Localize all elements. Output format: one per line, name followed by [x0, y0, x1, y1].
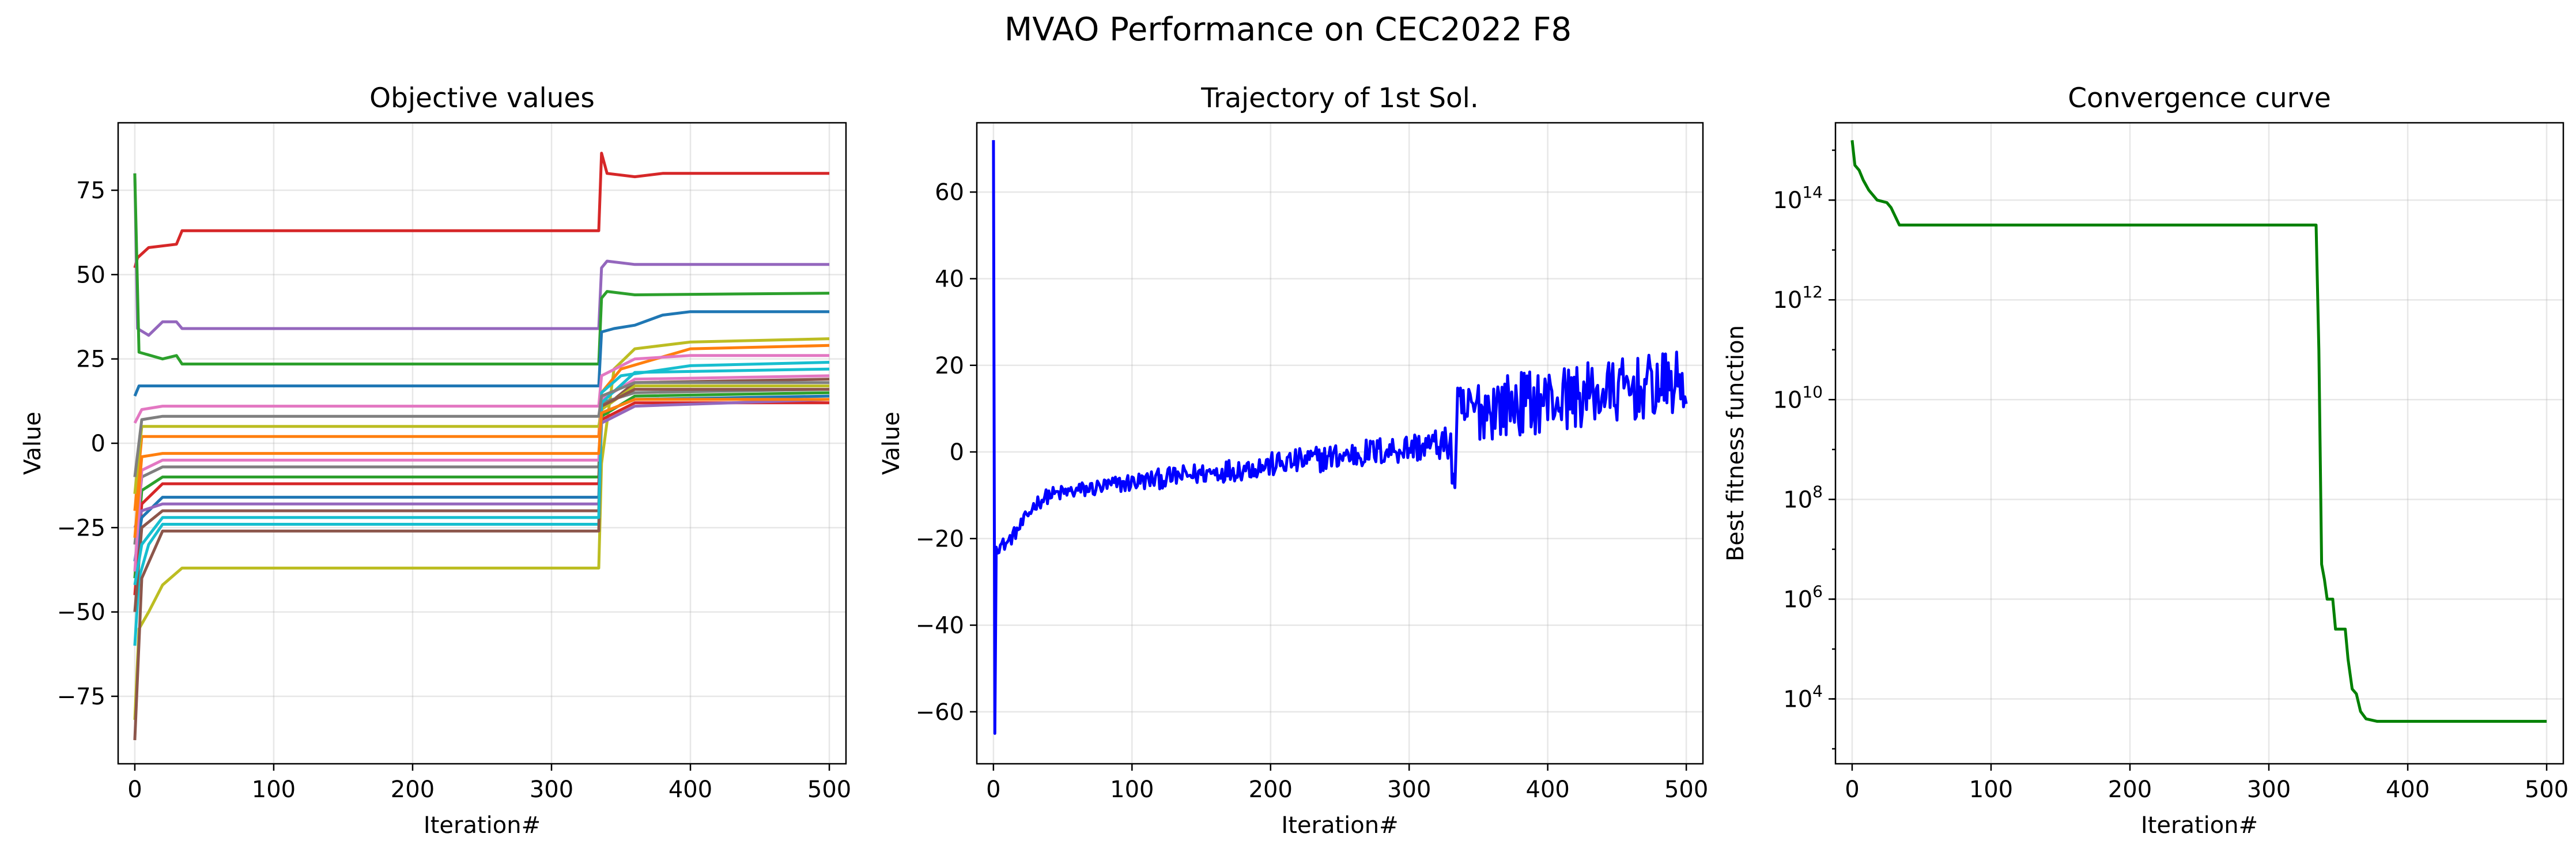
series-group	[133, 152, 830, 741]
x-tick-label: 0	[986, 776, 1000, 803]
x-tick-label: 0	[127, 776, 142, 803]
x-tick-label: 400	[668, 776, 712, 803]
y-tick-label: 60	[935, 179, 964, 206]
x-tick-label: 100	[252, 776, 296, 803]
x-axis-label: Iteration#	[2141, 812, 2258, 839]
y-tick-label: 104	[1783, 682, 1823, 713]
series-line	[133, 387, 830, 545]
x-tick-label: 300	[1387, 776, 1431, 803]
y-tick-label: −50	[57, 599, 105, 626]
y-axis-label: Value	[20, 412, 46, 475]
y-tick-label: 40	[935, 266, 964, 292]
series-line	[133, 354, 830, 424]
series-line	[133, 378, 830, 741]
x-axis-label: Iteration#	[424, 812, 541, 839]
y-tick-label: −40	[916, 613, 964, 639]
x-tick-label: 500	[2525, 776, 2569, 803]
series-line	[133, 173, 830, 337]
y-tick-label: 1010	[1773, 382, 1823, 413]
y-tick-label: 0	[91, 431, 105, 457]
series-line	[133, 173, 830, 365]
y-tick-label: 108	[1783, 482, 1823, 513]
y-axis-label: Value	[878, 412, 905, 475]
series-line	[133, 310, 830, 397]
panel-title: Trajectory of 1st Sol.	[1200, 82, 1479, 114]
series-line	[133, 337, 830, 721]
series-group	[992, 140, 1688, 735]
x-tick-label: 200	[391, 776, 435, 803]
plot-frame	[976, 122, 1704, 765]
y-tick-label: 1012	[1773, 282, 1823, 314]
series-line	[133, 381, 830, 477]
series-line	[133, 401, 830, 595]
x-tick-label: 400	[1526, 776, 1570, 803]
y-tick-label: −75	[57, 684, 105, 710]
y-tick-label: 0	[950, 439, 964, 466]
y-tick-label: 50	[76, 262, 105, 288]
panel-title: Objective values	[369, 82, 595, 114]
series-line	[133, 398, 830, 538]
x-axis-label: Iteration#	[1281, 812, 1398, 839]
series-group	[1850, 140, 2547, 723]
y-tick-label: 1014	[1773, 183, 1823, 214]
convergence-line	[1850, 140, 2547, 723]
plot-frame	[1834, 122, 2564, 765]
x-tick-label: 100	[1110, 776, 1154, 803]
y-axis-label: Best fitness function	[1723, 325, 1749, 561]
panel-convergence-curve: Convergence curve 0 100 200 300 400 500 1014 101…	[1723, 82, 2569, 839]
series-line	[133, 152, 830, 269]
y-tick-label: 20	[935, 353, 964, 379]
y-tick-label: 106	[1783, 582, 1823, 613]
series-line	[133, 367, 830, 586]
x-tick-label: 200	[1249, 776, 1293, 803]
y-tick-label: −60	[916, 699, 964, 726]
trajectory-line	[992, 140, 1688, 735]
x-tick-label: 100	[1969, 776, 2013, 803]
x-tick-label: 500	[1664, 776, 1708, 803]
x-tick-label: 0	[1845, 776, 1859, 803]
y-tick-label: −25	[57, 515, 105, 541]
figure-suptitle: MVAO Performance on CEC2022 F8	[1004, 11, 1572, 48]
x-tick-label: 400	[2386, 776, 2430, 803]
panel-title: Convergence curve	[2068, 82, 2331, 114]
y-tick-label: 75	[76, 178, 105, 204]
series-line	[133, 394, 830, 562]
y-tick-label: −20	[916, 526, 964, 552]
series-line	[133, 387, 830, 612]
panel-trajectory-1st-sol: Trajectory of 1st Sol.0 100 200 300 400 500−6…	[878, 82, 1708, 839]
x-tick-label: 500	[807, 776, 851, 803]
series-line	[133, 398, 830, 529]
x-tick-label: 200	[2108, 776, 2152, 803]
x-tick-label: 300	[2247, 776, 2291, 803]
series-line	[133, 391, 830, 579]
y-tick-label: 25	[76, 346, 105, 373]
plot-frame	[117, 122, 847, 765]
x-tick-label: 300	[530, 776, 573, 803]
